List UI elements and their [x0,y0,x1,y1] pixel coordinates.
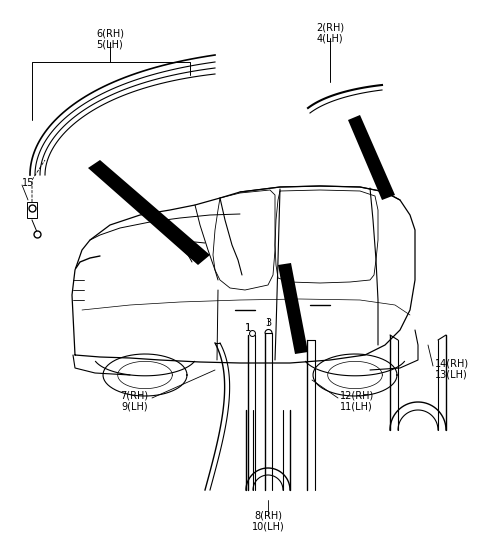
Text: 8(RH)
10(LH): 8(RH) 10(LH) [252,510,284,531]
Text: 7(RH)
9(LH): 7(RH) 9(LH) [120,390,148,411]
Polygon shape [348,115,395,200]
Text: 1: 1 [245,323,251,333]
Text: 3: 3 [265,318,271,328]
Text: 12(RH)
11(LH): 12(RH) 11(LH) [340,390,374,411]
Polygon shape [278,263,308,354]
Text: 14(RH)
13(LH): 14(RH) 13(LH) [435,358,469,380]
Bar [27,202,37,218]
Text: 2(RH)
4(LH): 2(RH) 4(LH) [316,22,344,44]
Polygon shape [88,160,210,265]
Text: 6(RH)
5(LH): 6(RH) 5(LH) [96,28,124,50]
Text: 15: 15 [22,178,35,188]
